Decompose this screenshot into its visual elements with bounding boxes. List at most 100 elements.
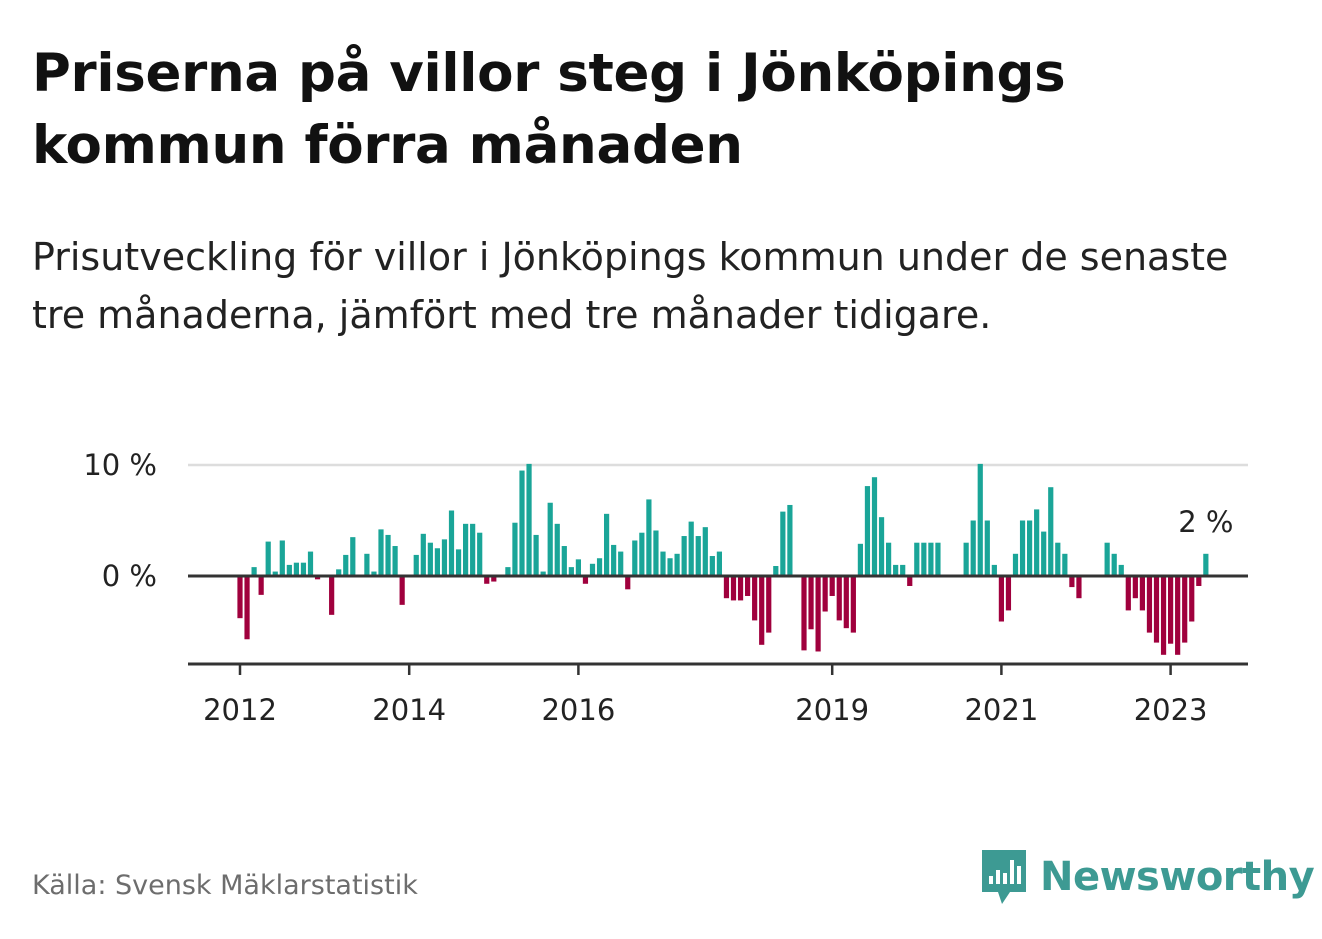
last-value-label: 2 % [1178, 505, 1233, 539]
bar [759, 576, 765, 645]
bar [512, 522, 518, 576]
bar [737, 576, 744, 601]
bar [272, 571, 278, 576]
y-tick-label: 0 % [102, 559, 157, 593]
bar [604, 513, 610, 576]
bar [505, 567, 511, 576]
bar [900, 564, 906, 576]
bar [413, 554, 419, 576]
bar [350, 537, 356, 576]
bar [709, 556, 715, 576]
bar [1118, 564, 1124, 576]
bar [660, 551, 666, 576]
bars-layer [237, 463, 1209, 655]
bar [1055, 542, 1061, 576]
bar [871, 477, 878, 576]
bar [300, 562, 307, 576]
bar [1062, 553, 1068, 576]
bar [646, 499, 652, 576]
bar [463, 523, 469, 576]
bar [970, 520, 976, 576]
bar [625, 576, 631, 590]
bar [540, 571, 546, 576]
bar [1182, 576, 1188, 643]
bar [554, 523, 560, 576]
bar [730, 576, 737, 601]
bar [893, 564, 899, 576]
bar [1146, 576, 1153, 633]
bar [745, 576, 751, 596]
price-change-bar-chart: 10 % 0 % 2012 2014 2016 2019 2021 2023 2 % [83, 448, 1248, 727]
bar [484, 576, 490, 584]
bar [1012, 553, 1019, 576]
bar [343, 554, 349, 576]
bar [561, 546, 567, 576]
bar [371, 571, 377, 576]
bar [519, 470, 525, 576]
bar [336, 569, 342, 576]
bar [568, 567, 574, 576]
bar [632, 540, 638, 576]
label-layer: 10 % 0 % 2012 2014 2016 2019 2021 2023 2 % [83, 448, 1233, 727]
bar [1019, 520, 1026, 576]
bar [815, 576, 821, 652]
bar [1034, 509, 1040, 576]
bar [470, 523, 476, 576]
bar [618, 551, 624, 576]
bar [653, 530, 659, 576]
bar [1139, 576, 1145, 611]
bar [681, 536, 687, 576]
y-tick-label: 10 % [83, 448, 157, 482]
x-tick-label: 2023 [1134, 693, 1208, 727]
bar [533, 534, 539, 576]
bar [1132, 576, 1138, 599]
x-tick-label: 2016 [541, 693, 615, 727]
bar [251, 567, 257, 576]
bar [991, 564, 997, 576]
x-tick-label: 2021 [964, 693, 1038, 727]
bar [787, 504, 793, 576]
bar [1125, 576, 1131, 611]
bar [258, 576, 264, 595]
bar [921, 542, 927, 576]
bar [1175, 576, 1181, 655]
bar [808, 576, 814, 630]
bar [279, 540, 285, 576]
bar [420, 533, 426, 576]
bar [582, 576, 589, 584]
bar [963, 542, 969, 576]
bar [286, 564, 292, 576]
bar [773, 566, 779, 576]
bar [639, 532, 645, 576]
bar [575, 559, 581, 576]
bar [1153, 576, 1160, 643]
x-tick-label: 2019 [795, 693, 869, 727]
x-tick-label: 2012 [203, 693, 277, 727]
axis-layer [188, 574, 1248, 675]
bar [1076, 576, 1082, 599]
bar [378, 529, 384, 576]
bar [702, 527, 708, 576]
bar [752, 576, 758, 621]
bar [977, 463, 983, 576]
bar [928, 542, 934, 576]
bar [1048, 487, 1054, 576]
bar [448, 510, 455, 576]
bar [237, 576, 243, 619]
bar [385, 534, 391, 576]
bar [695, 536, 701, 576]
bar [1027, 520, 1033, 576]
brand-logo[interactable]: Newsworthy [980, 848, 1315, 906]
x-tick-label: 2014 [372, 693, 446, 727]
bar [307, 551, 314, 576]
brand-name: Newsworthy [1040, 854, 1315, 900]
bar [455, 549, 462, 576]
chart-title: Priserna på villor steg i Jönköpings kom… [32, 43, 1066, 176]
bar [907, 576, 913, 586]
bar [886, 542, 892, 576]
bar [434, 548, 440, 576]
bar [766, 576, 772, 633]
bar [265, 541, 271, 576]
bar [526, 463, 532, 576]
bar [1104, 542, 1110, 576]
